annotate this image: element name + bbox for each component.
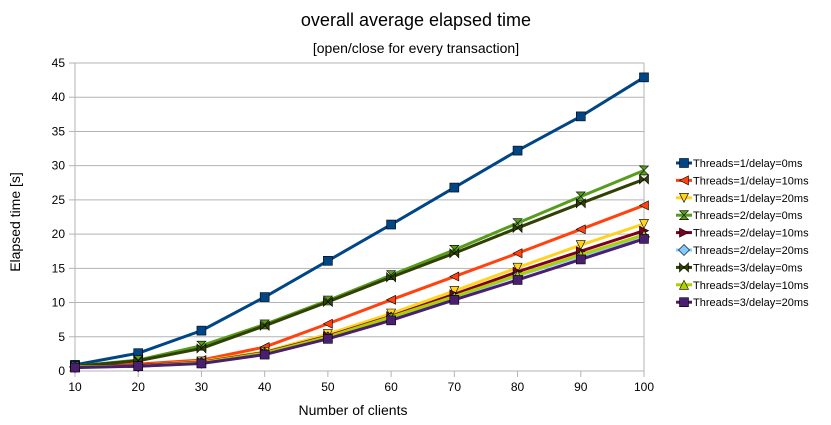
series-5 [70,225,650,372]
legend-item: Threads=3/delay=20ms [676,297,809,309]
data-point [196,343,207,354]
series-line [74,76,645,367]
data-point [575,111,586,122]
x-tick-label: 100 [634,380,654,394]
legend-marker [678,210,690,220]
legend: Threads=1/delay=0ms Threads=1/delay=10ms T… [676,158,809,309]
data-point [323,296,333,308]
chart-subtitle: [open/close for every transaction] [313,40,519,56]
data-point [639,174,649,185]
data-point [449,248,460,259]
y-tick-label: 30 [52,159,66,173]
x-tick-label: 80 [511,380,525,394]
y-tick-label: 45 [52,56,66,70]
legend-marker [679,297,689,308]
data-point [70,362,80,373]
legend-label: Threads=3/delay=10ms [693,280,809,292]
y-tick-label: 25 [52,193,66,207]
data-point [449,182,460,193]
x-tick-label: 70 [448,380,462,394]
y-tick-label: 40 [52,90,66,104]
legend-item: Threads=1/delay=10ms [676,175,809,187]
y-axis-label: Elapsed time [s] [7,172,23,272]
series-line [74,235,645,369]
legend-label: Threads=1/delay=10ms [693,175,809,187]
data-point [259,292,270,302]
legend-label: Threads=3/delay=0ms [693,262,803,274]
legend-marker [679,158,689,168]
data-point [638,200,649,211]
legend-label: Threads=2/delay=0ms [693,210,803,222]
data-point [575,254,586,265]
legend-item: Threads=2/delay=10ms [676,228,809,240]
y-tick-label: 20 [52,227,66,241]
x-tick-label: 30 [195,380,209,394]
legend-label: Threads=1/delay=0ms [693,158,803,170]
legend-label: Threads=2/delay=10ms [693,228,809,240]
data-point [323,334,333,344]
y-tick-label: 10 [52,296,66,310]
data-point [575,198,586,209]
data-point [259,320,270,332]
data-point [385,294,396,305]
x-tick-label: 20 [132,380,146,394]
data-point [575,224,586,235]
chart-title: overall average elapsed time [301,10,531,30]
data-point [512,145,523,156]
plot-area: 0 5 10 15 20 25 30 35 40 45 10 20 30 40 50 60 70 80 90 100 [52,56,655,394]
data-point [196,325,207,336]
data-point [259,349,270,360]
data-point [639,234,649,244]
legend-item: Threads=2/delay=20ms [676,244,809,257]
y-tick-label: 35 [52,124,66,138]
legend-label: Threads=2/delay=20ms [693,245,809,257]
series-line [74,203,645,369]
legend-marker [679,193,689,203]
data-point [386,315,396,326]
series-9 [70,234,649,373]
x-tick-label: 60 [384,380,398,394]
legend-marker [679,262,689,273]
series-line [74,177,645,368]
legend-marker [678,175,689,186]
data-point [386,219,396,230]
data-point [512,222,523,234]
legend-item: Threads=1/delay=20ms [676,193,809,205]
series-1 [70,72,649,370]
x-tick-label: 90 [574,380,588,394]
data-point [639,219,649,230]
data-point [133,361,144,372]
legend-item: Threads=2/delay=0ms [676,210,803,222]
x-axis-label: Number of clients [299,402,408,418]
data-point [323,256,333,266]
data-point [639,72,649,83]
series-line [74,237,645,370]
data-point [512,275,523,285]
data-point [449,295,460,305]
y-tick-label: 5 [58,330,65,344]
data-point [449,271,460,282]
data-point [322,318,333,329]
data-point [575,240,586,251]
series-line [74,169,645,368]
legend-label: Threads=3/delay=20ms [693,297,809,309]
legend-marker [678,244,690,256]
data-point [386,272,396,283]
y-tick-label: 0 [58,364,65,378]
legend-item: Threads=3/delay=0ms [676,262,803,274]
y-tick-label: 15 [52,261,66,275]
data-point [512,248,523,259]
x-tick-label: 40 [258,380,272,394]
data-point [512,262,523,273]
data-point [196,358,207,369]
legend-item: Threads=1/delay=0ms [676,158,803,170]
legend-marker [679,227,690,238]
x-tick-label: 50 [321,380,335,394]
series-line [74,233,645,369]
legend-label: Threads=1/delay=20ms [693,193,809,205]
legend-marker [679,279,689,290]
x-tick-label: 10 [68,380,82,394]
legend-item: Threads=3/delay=10ms [676,279,809,292]
